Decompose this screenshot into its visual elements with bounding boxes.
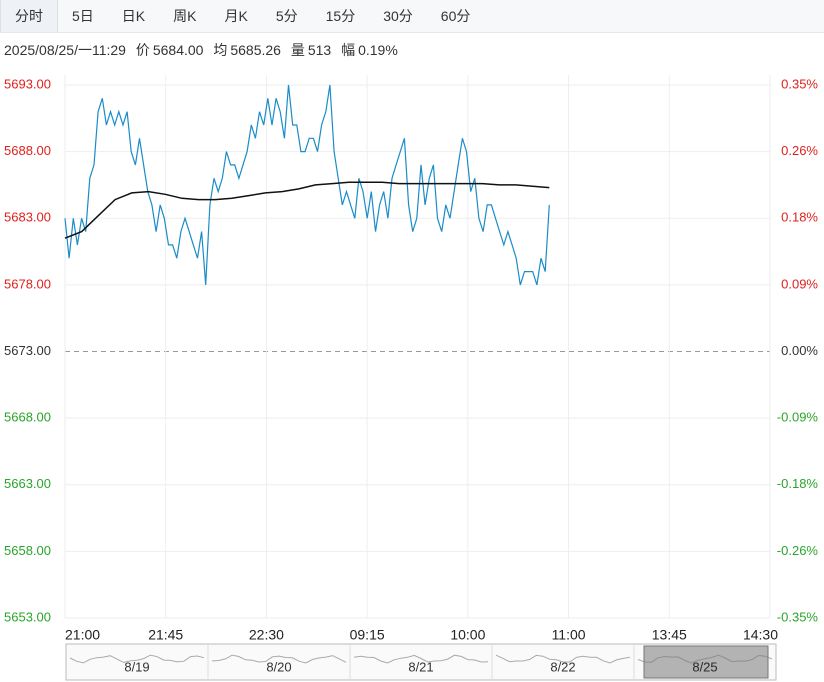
navigator-date-label: 8/19 (124, 659, 149, 674)
y-tick-label: 5683.00 (4, 210, 51, 225)
x-tick-label: 13:45 (652, 627, 687, 643)
tab-8[interactable]: 60分 (440, 8, 471, 24)
quote-info-bar: 2025/08/25/一11:29 价 5684.00 均 5685.26 量 513… (4, 40, 404, 60)
x-tick-label: 14:30 (743, 627, 778, 643)
avg-value: 5685.26 (230, 42, 281, 58)
intraday-chart[interactable]: 5693.00 0.35% 5688.00 0.26% 5683.00 0.18% 5678… (0, 70, 824, 682)
navigator-trace (495, 654, 631, 664)
price-label: 价 (135, 42, 150, 58)
navigator-date-label: 8/22 (550, 659, 575, 674)
tab-0[interactable]: 分时 (0, 0, 58, 32)
navigator-date-label: 8/21 (408, 659, 433, 674)
pct-tick-label: 0.09% (781, 276, 818, 291)
navigator-date-label: 8/20 (266, 659, 291, 674)
quote-datetime: 2025/08/25/一11:29 (4, 42, 126, 58)
y-tick-label: 5678.00 (4, 276, 51, 291)
tab-2[interactable]: 日K (121, 8, 146, 24)
tab-5[interactable]: 5分 (275, 8, 298, 24)
x-tick-label: 09:15 (350, 627, 385, 643)
x-tick-label: 21:00 (65, 627, 100, 643)
navigator-trace (353, 654, 489, 664)
average-line (64, 181, 550, 239)
period-tab-bar: 分时 5日 日K 周K 月K 5分 15分 30分 60分 (0, 0, 824, 33)
navigator-selection[interactable] (643, 645, 769, 679)
x-tick-label: 21:45 (148, 627, 183, 643)
pct-tick-label: 0.00% (781, 343, 818, 358)
pct-tick-label: 0.26% (781, 143, 818, 158)
pct-tick-label: -0.09% (777, 410, 819, 425)
pct-tick-label: -0.18% (777, 476, 819, 491)
tab-3[interactable]: 周K (173, 8, 197, 24)
y-tick-label: 5693.00 (4, 76, 51, 91)
price-value: 5684.00 (152, 42, 204, 58)
navigator-date-label: 8/25 (692, 659, 717, 674)
y-tick-label: 5668.00 (4, 410, 51, 425)
y-tick-label: 5653.00 (4, 609, 51, 624)
volume-value: 513 (307, 42, 332, 58)
y-tick-label: 5688.00 (4, 143, 51, 158)
tab-7[interactable]: 30分 (383, 8, 413, 24)
change-label: 幅 (341, 42, 356, 58)
change-value: 0.19% (358, 42, 398, 58)
pct-tick-label: -0.35% (777, 609, 819, 624)
x-tick-label: 22:30 (249, 627, 284, 643)
navigator-trace (211, 654, 347, 664)
tab-1[interactable]: 5日 (72, 8, 94, 24)
price-line (64, 84, 550, 286)
pct-tick-label: 0.35% (781, 76, 818, 91)
pct-tick-label: -0.26% (777, 543, 819, 558)
navigator-trace (69, 654, 205, 664)
avg-label: 均 (213, 42, 228, 58)
y-tick-label: 5663.00 (4, 476, 51, 491)
x-tick-label: 10:00 (450, 627, 485, 643)
volume-label: 量 (290, 42, 305, 58)
y-tick-label: 5658.00 (4, 543, 51, 558)
pct-tick-label: 0.18% (781, 210, 818, 225)
y-tick-label: 5673.00 (4, 343, 51, 358)
x-tick-label: 11:00 (552, 627, 586, 643)
tab-6[interactable]: 15分 (325, 8, 356, 24)
tab-4[interactable]: 月K (224, 8, 248, 24)
